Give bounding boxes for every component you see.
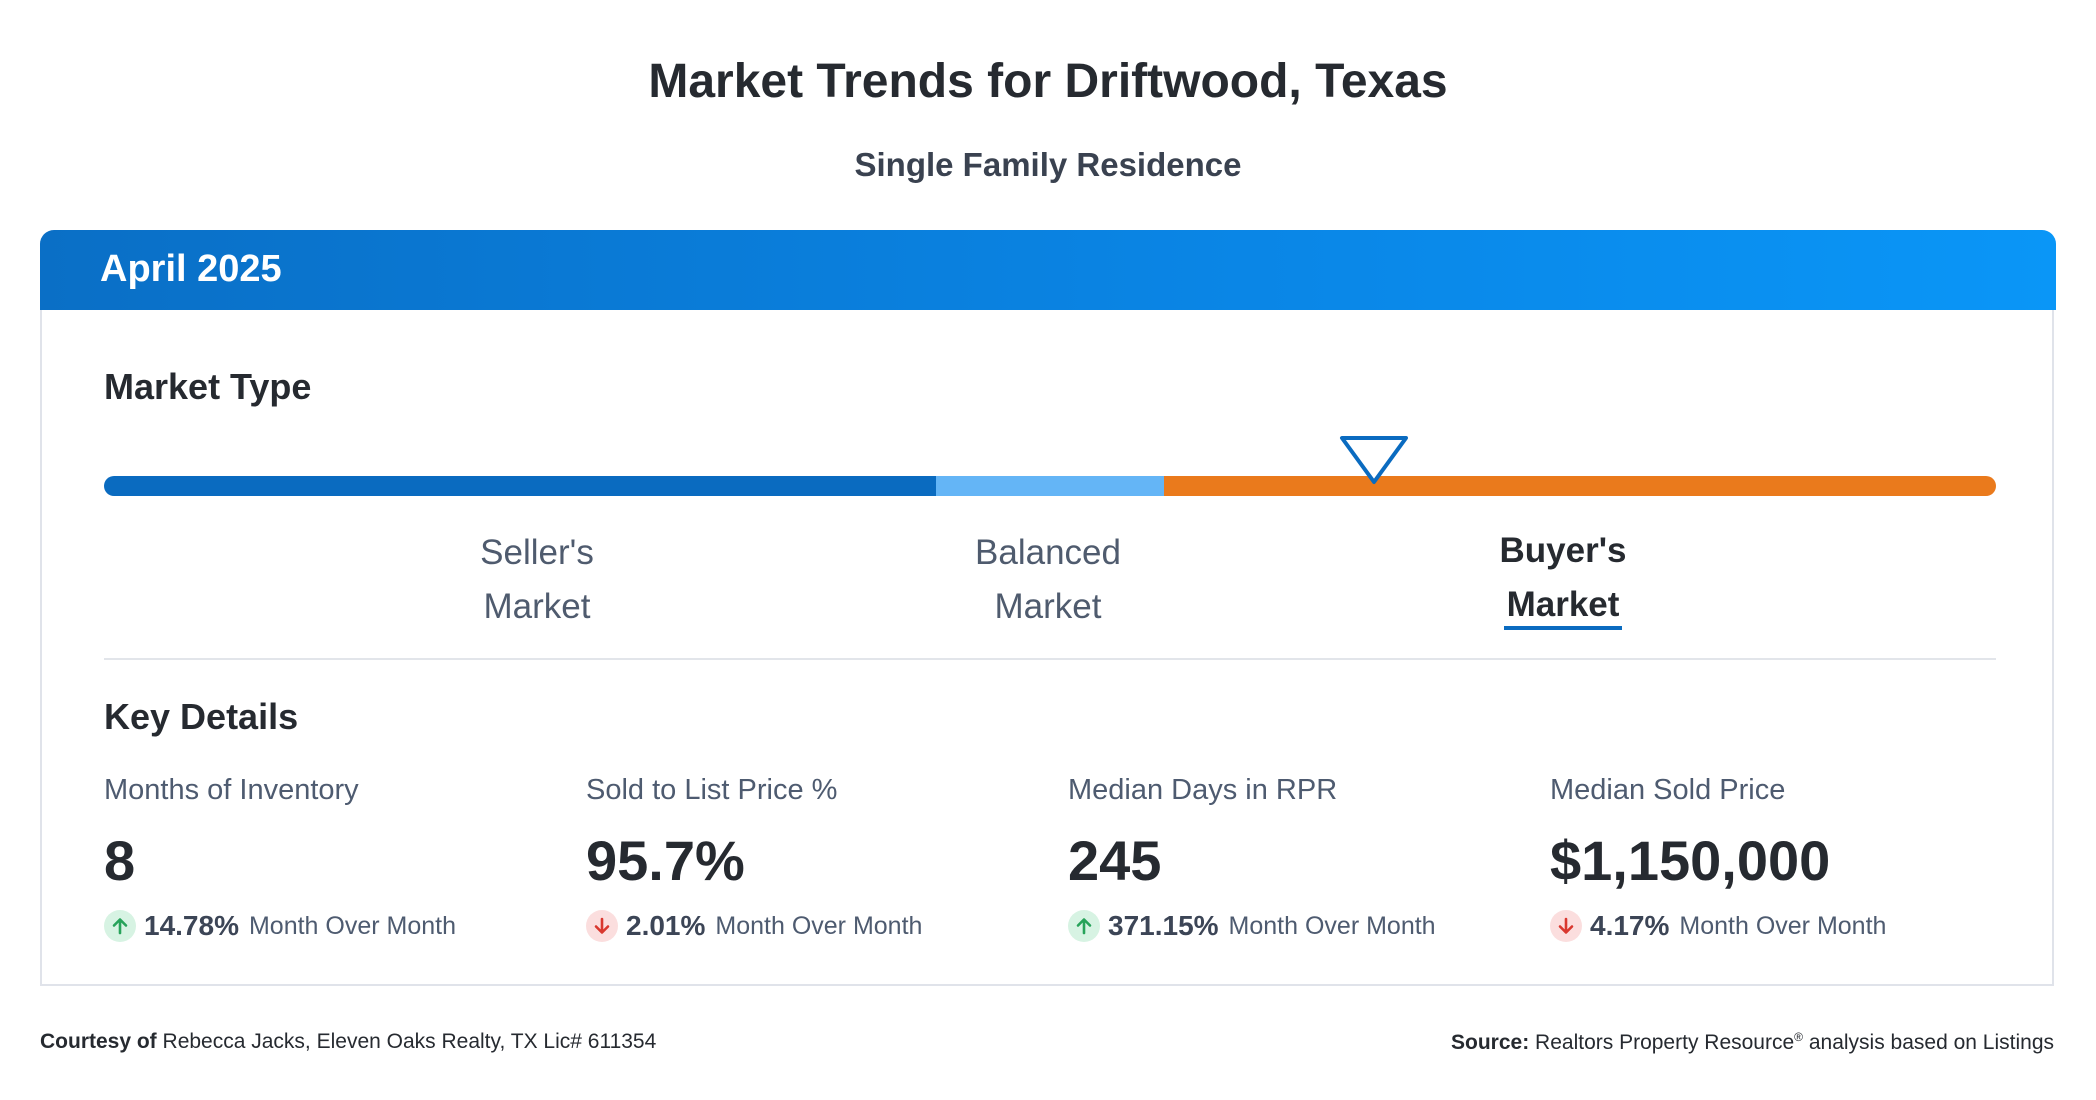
arrow-up-icon: [1068, 910, 1100, 942]
arrow-up-icon: [104, 910, 136, 942]
source-suffix: analysis based on Listings: [1808, 1031, 2054, 1054]
change-period: Month Over Month: [248, 911, 456, 940]
page-subtitle: Single Family Residence: [854, 146, 1242, 183]
stat-median-days-in-rpr: Median Days in RPR 245 371.15% Month Ove…: [1068, 770, 1528, 944]
change-percent: 14.78%: [144, 910, 239, 941]
balanced-market-label: Balanced Market: [975, 533, 1121, 626]
stat-sold-to-list-price: Sold to List Price % 95.7% 2.01% Month O…: [586, 770, 1046, 944]
market-type-heading: Market Type: [104, 366, 312, 407]
change-percent: 371.15%: [1108, 910, 1219, 941]
source-label: Source:: [1451, 1031, 1530, 1054]
stat-change: 4.17% Month Over Month: [1550, 908, 2010, 944]
stat-label: Sold to List Price %: [586, 774, 838, 806]
active-market-underline: [1504, 626, 1622, 630]
stat-median-sold-price: Median Sold Price $1,150,000 4.17% Month…: [1550, 770, 2010, 944]
stat-value: 245: [1068, 829, 1162, 892]
source-text: Realtors Property Resource: [1535, 1031, 1795, 1054]
market-report-card: April 2025 Market Type Seller's Market B…: [40, 230, 2056, 986]
change-period: Month Over Month: [1679, 911, 1887, 940]
courtesy-text: Rebecca Jacks, Eleven Oaks Realty, TX Li…: [162, 1030, 657, 1053]
stat-label: Median Days in RPR: [1068, 774, 1338, 806]
change-period: Month Over Month: [715, 911, 923, 940]
source-footer: Source: Realtors Property Resource® anal…: [1451, 1030, 2054, 1055]
card-header: April 2025: [40, 230, 2056, 310]
page-title: Market Trends for Driftwood, Texas: [648, 55, 1448, 108]
meter-segment-balanced: [936, 476, 1164, 496]
stat-change: 371.15% Month Over Month: [1068, 908, 1528, 944]
courtesy-label: Courtesy of: [40, 1030, 157, 1053]
change-percent: 4.17%: [1590, 910, 1670, 941]
stat-change: 2.01% Month Over Month: [586, 908, 1046, 944]
stat-value: 8: [104, 829, 136, 892]
registered-mark: ®: [1794, 1030, 1803, 1044]
buyer-market-label: Buyer's Market: [1499, 531, 1627, 624]
stat-value: 95.7%: [586, 829, 745, 892]
change-percent: 2.01%: [626, 910, 706, 941]
meter-segment-buyer: [1164, 476, 1996, 496]
meter-segment-seller: [104, 476, 936, 496]
report-period: April 2025: [100, 248, 282, 290]
change-period: Month Over Month: [1228, 911, 1436, 940]
stat-label: Median Sold Price: [1550, 774, 1786, 806]
section-divider: [104, 658, 1996, 660]
key-details-heading: Key Details: [104, 696, 299, 737]
stat-value: $1,150,000: [1550, 829, 1831, 892]
stat-change: 14.78% Month Over Month: [104, 908, 564, 944]
seller-market-label: Seller's Market: [480, 533, 594, 626]
courtesy-footer: Courtesy of Rebecca Jacks, Eleven Oaks R…: [40, 1030, 656, 1054]
stat-months-of-inventory: Months of Inventory 8 14.78% Month Over …: [104, 770, 564, 944]
stat-label: Months of Inventory: [104, 774, 359, 806]
arrow-down-icon: [586, 910, 618, 942]
market-type-meter: [104, 476, 1996, 496]
market-indicator-icon: [1340, 436, 1408, 484]
arrow-down-icon: [1550, 910, 1582, 942]
